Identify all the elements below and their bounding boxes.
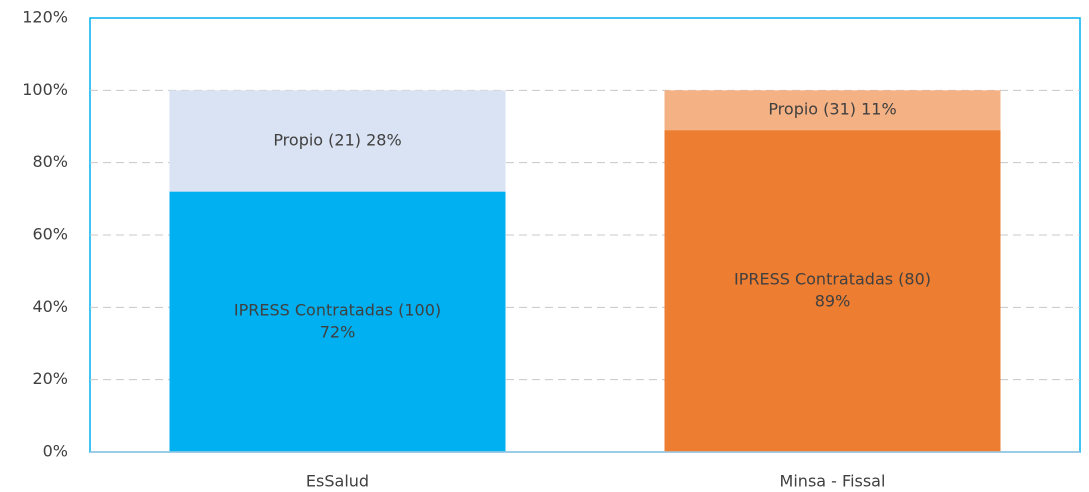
x-tick-label: EsSalud [306,472,369,491]
y-tick-label: 20% [32,369,68,388]
bar-segment [169,191,506,452]
y-tick-label: 100% [22,80,68,99]
data-label: Propio (31) 11% [768,100,896,119]
x-tick-label: Minsa - Fissal [780,472,886,491]
bar-segment [169,90,506,192]
y-tick-label: 60% [32,225,68,244]
data-label: Propio (21) 28% [273,130,401,149]
y-tick-label: 0% [43,442,68,461]
bar-segment [664,130,1001,452]
y-tick-label: 40% [32,297,68,316]
y-tick-label: 80% [32,152,68,171]
y-tick-label: 120% [22,8,68,27]
bar-segment [664,90,1001,131]
data-label: IPRESS Contratadas (100) [234,300,441,319]
data-label: 89% [815,292,851,311]
data-label: IPRESS Contratadas (80) [734,270,931,289]
data-label: 72% [320,322,356,341]
